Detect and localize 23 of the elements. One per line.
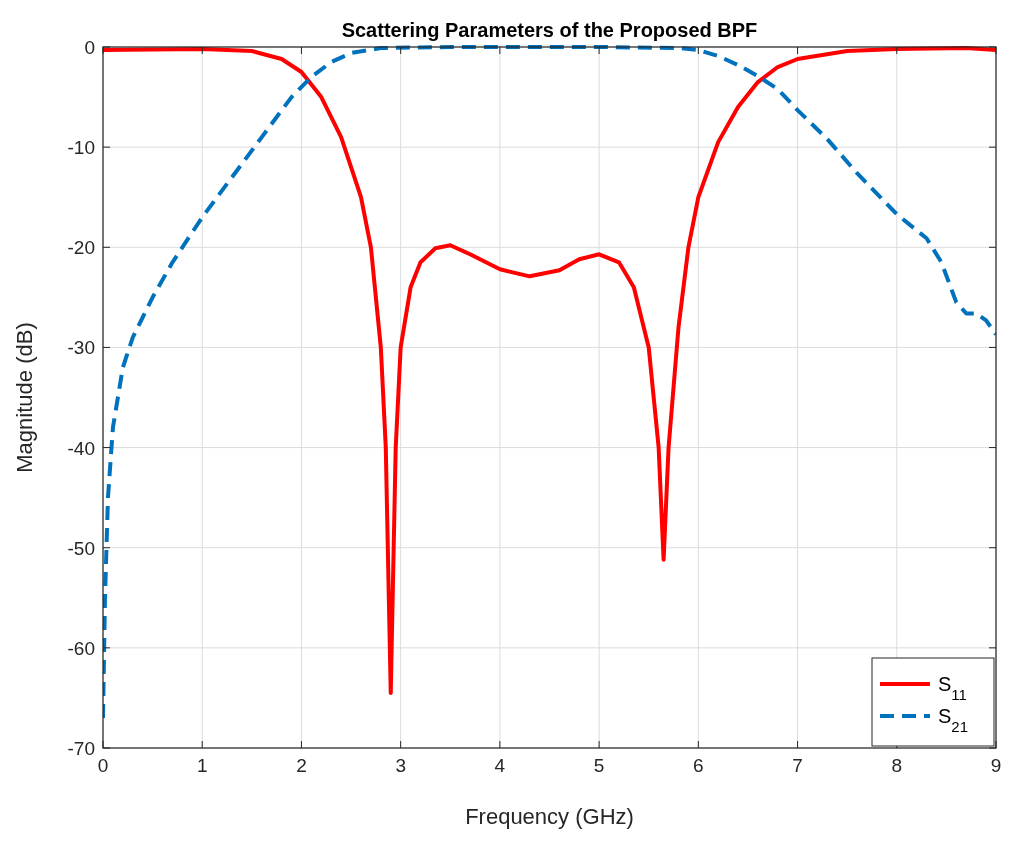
y-tick-label: -40 — [67, 437, 95, 459]
x-tick-label: 8 — [891, 755, 903, 776]
chart-title: Scattering Parameters of the Proposed BPF — [341, 19, 758, 41]
x-tick-label: 4 — [494, 755, 506, 776]
x-tick-label: 6 — [693, 755, 704, 776]
x-tick-label: 5 — [593, 755, 605, 776]
y-tick-label: -70 — [67, 738, 95, 759]
y-tick-label: -50 — [67, 537, 95, 559]
x-tick-label: 2 — [296, 755, 307, 776]
y-tick-label: 0 — [84, 37, 95, 58]
x-axis-title: Frequency (GHz) — [465, 804, 634, 829]
y-tick-label: -30 — [67, 337, 95, 359]
legend-label: S$_{21}$ — [938, 705, 969, 735]
x-tick-label: 7 — [792, 755, 803, 776]
y-tick-label: -20 — [67, 237, 95, 259]
x-tick-label: 0 — [97, 755, 109, 776]
x-tick-label: 3 — [395, 755, 406, 776]
y-tick-label: -60 — [67, 637, 95, 659]
x-tick-label: 9 — [990, 755, 1002, 776]
legend-label: S$_{11}$ — [938, 673, 967, 703]
y-axis-title: Magnitude (dB) — [12, 322, 37, 473]
y-tick-label: -10 — [67, 137, 95, 159]
x-tick-label: 1 — [196, 755, 208, 776]
